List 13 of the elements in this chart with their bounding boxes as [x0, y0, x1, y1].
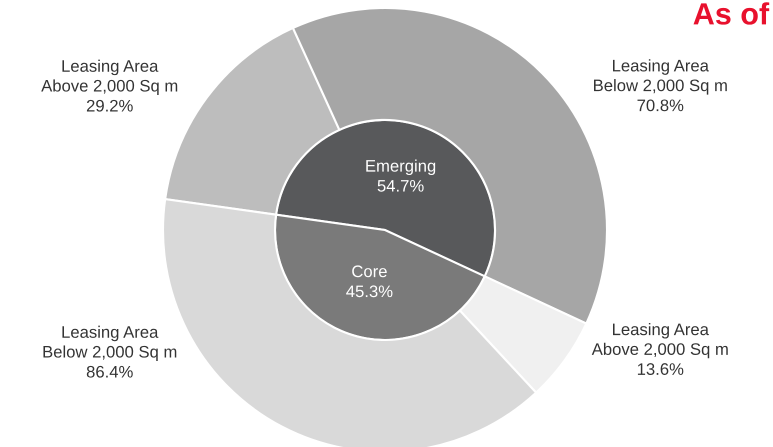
category-label: Emerging: [366, 160, 436, 176]
data-label: 54.7%: [378, 180, 424, 192]
category-label: Leasing Area Above 2,000 Sq m: [41, 60, 178, 95]
data-label: 70.8%: [638, 99, 684, 112]
category-label: Core: [352, 265, 387, 278]
data-label: 13.6%: [638, 363, 684, 375]
data-label: 86.4%: [86, 366, 133, 378]
text: As of: [694, 2, 770, 25]
data-label: 29.2%: [86, 100, 133, 112]
category-label: Leasing Area Below 2,000 Sq m: [43, 326, 176, 361]
category-label: Leasing Area Above 2,000 Sq m: [592, 323, 728, 358]
category-label: Leasing Area Below 2,000 Sq m: [594, 59, 727, 95]
data-label: 45.3%: [346, 285, 392, 298]
